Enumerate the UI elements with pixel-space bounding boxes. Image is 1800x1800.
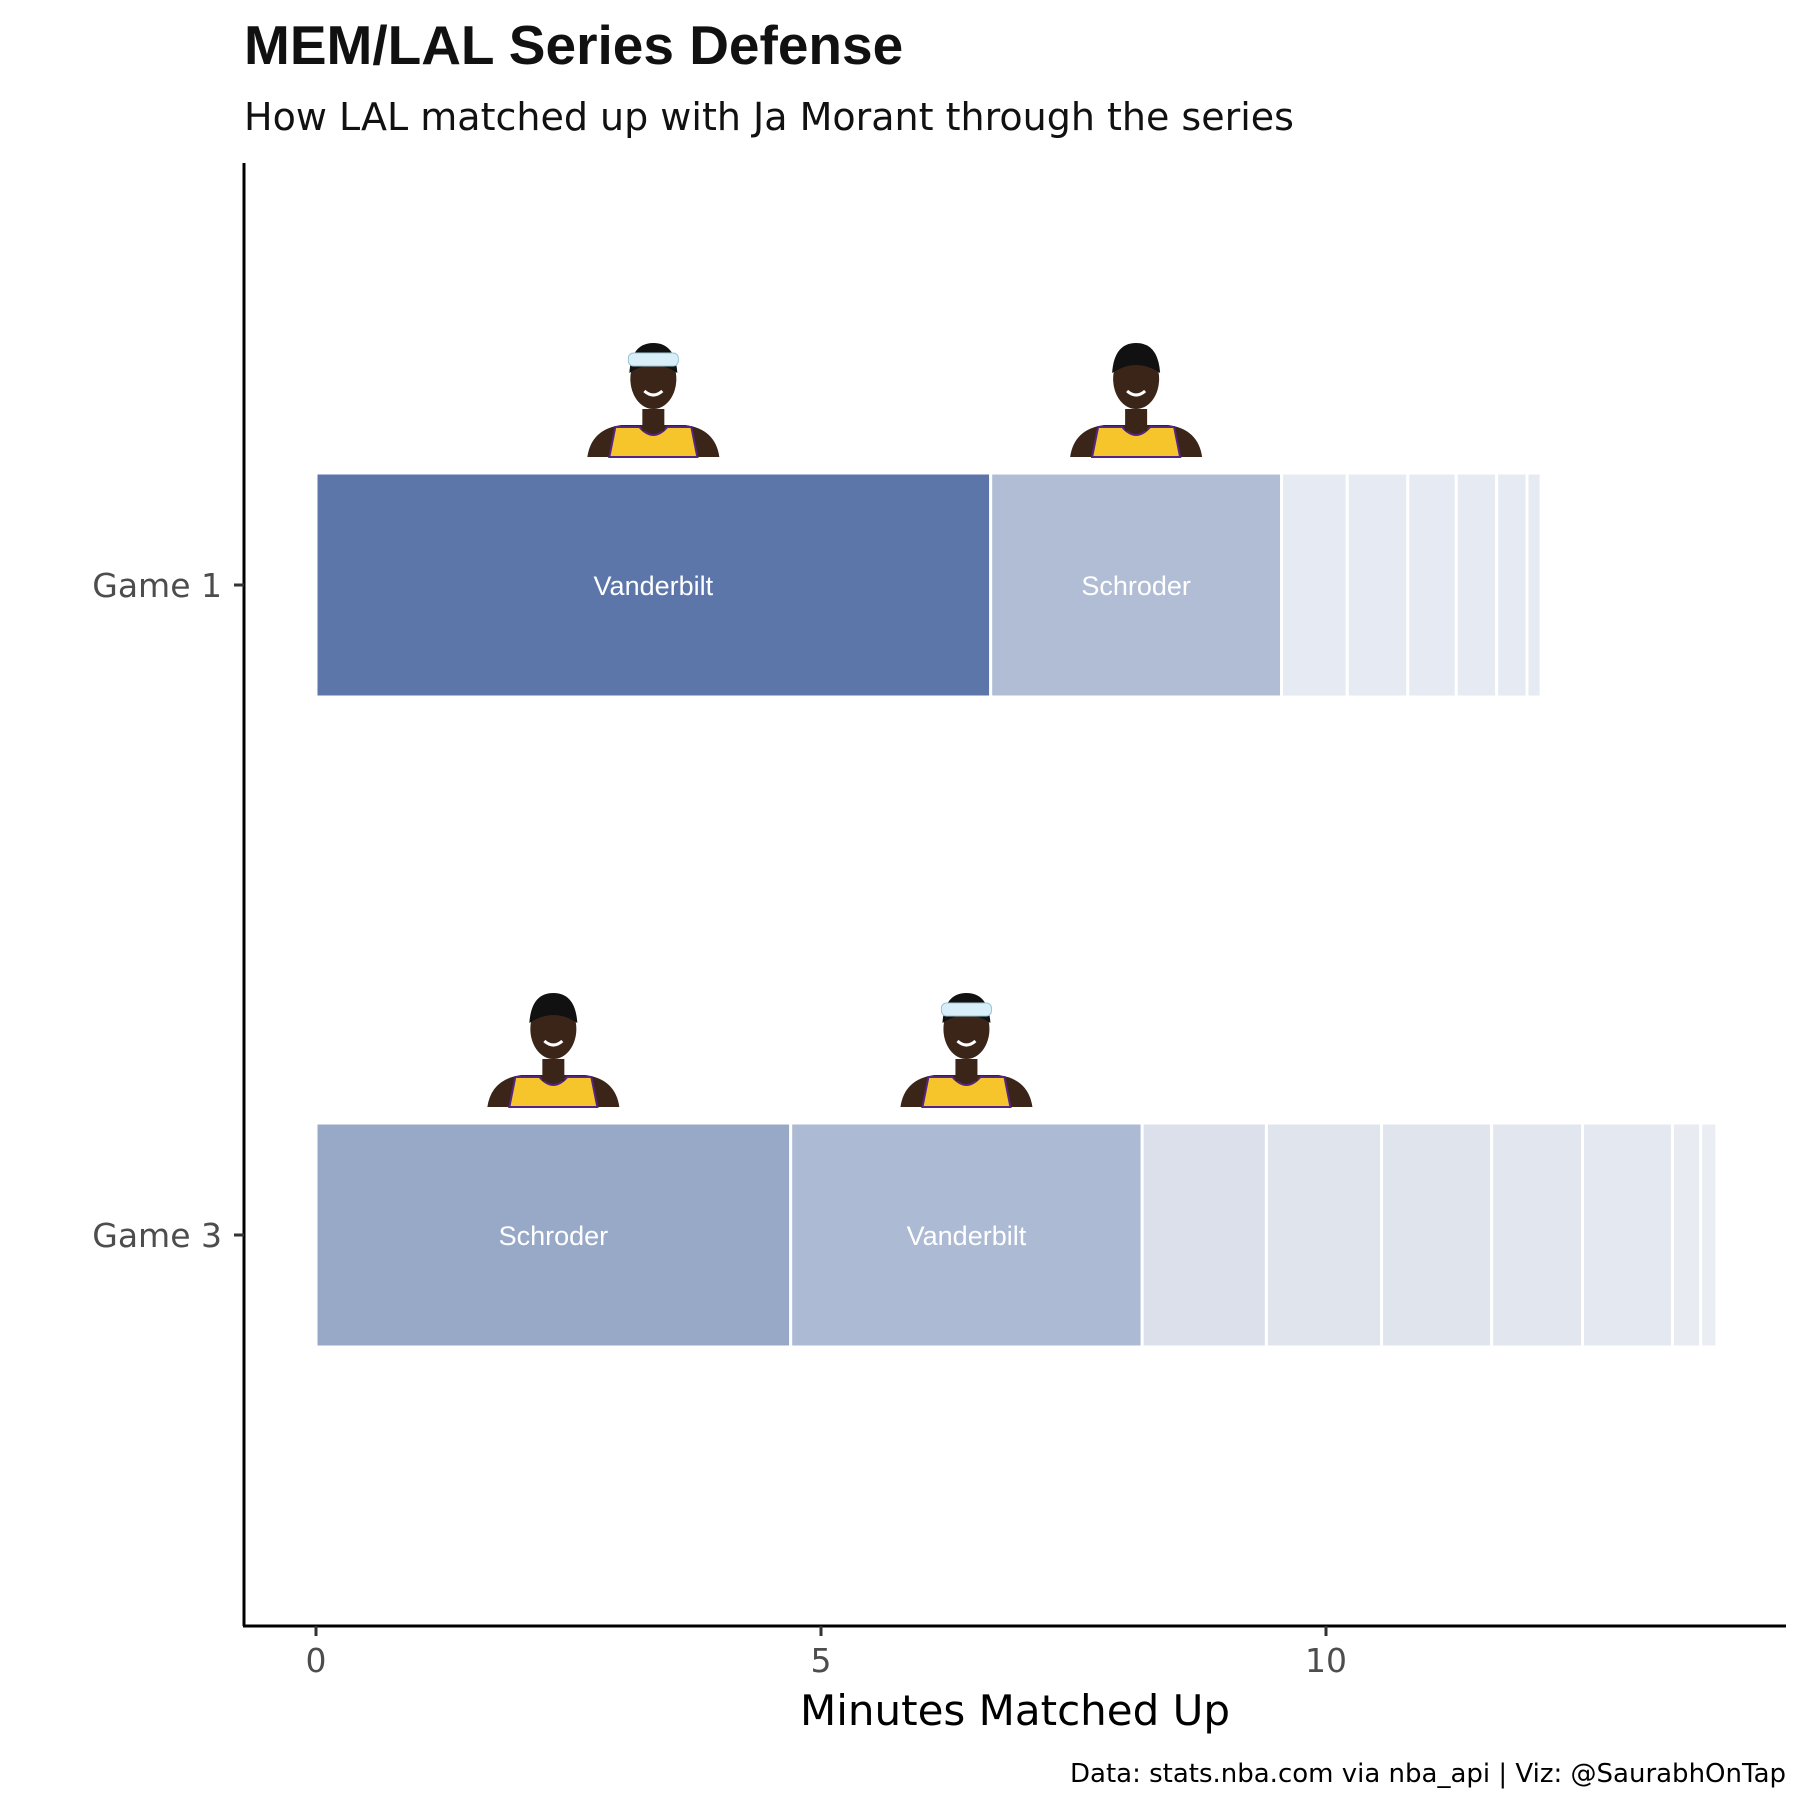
- bar-label: Schroder: [499, 1221, 609, 1251]
- x-axis: 0 5 10: [306, 1626, 1347, 1680]
- bar-group-game-3: Schroder Vanderbilt: [314, 1121, 1719, 1349]
- x-tick-label: 0: [306, 1641, 327, 1680]
- bar-segment: [1581, 1121, 1674, 1349]
- player-smile: [1126, 389, 1147, 397]
- bar-segment: [1280, 471, 1349, 699]
- player-smile: [956, 1039, 977, 1047]
- bar-segment: [1490, 1121, 1585, 1349]
- bar-segment: [314, 471, 993, 699]
- bar-segment: [1380, 1121, 1494, 1349]
- bar-label: Schroder: [1081, 571, 1191, 601]
- y-axis: Game 1 Game 3: [92, 566, 244, 1255]
- x-axis-title: Minutes Matched Up: [800, 1686, 1230, 1735]
- y-tick-label: Game 1: [92, 566, 222, 605]
- player-images: [487, 343, 1203, 1108]
- bar-label: Vanderbilt: [907, 1221, 1027, 1251]
- bars-layer: Vanderbilt Schroder Schroder Vanderbilt: [314, 471, 1719, 1349]
- player-headband: [940, 1002, 992, 1017]
- player-neck: [955, 1059, 978, 1081]
- player-headband: [627, 352, 679, 367]
- y-tick-label: Game 3: [92, 1216, 222, 1255]
- caption: Data: stats.nba.com via nba_api | Viz: @…: [1070, 1759, 1786, 1789]
- bar-segment: [1406, 471, 1458, 699]
- x-tick-label: 10: [1305, 1641, 1347, 1680]
- player-jersey: [921, 1076, 1012, 1108]
- player-headshot: [1070, 343, 1203, 458]
- player-headshot: [587, 343, 720, 458]
- bar-segment: [1670, 1121, 1703, 1349]
- player-hair: [1112, 343, 1161, 373]
- player-neck: [1125, 409, 1148, 431]
- bar-segment: [314, 1121, 793, 1349]
- x-tick-label: 5: [811, 1641, 832, 1680]
- player-jersey: [608, 426, 699, 458]
- player-neck: [542, 1059, 565, 1081]
- bar-segment: [1699, 1121, 1719, 1349]
- bar-segment: [989, 471, 1284, 699]
- player-smile: [643, 389, 664, 397]
- player-headshot: [487, 993, 620, 1108]
- bar-group-game-1: Vanderbilt Schroder: [314, 471, 1543, 699]
- bar-segment: [1140, 1121, 1268, 1349]
- bar-segment: [1264, 1121, 1384, 1349]
- player-headshot: [900, 993, 1033, 1108]
- bar-segment: [1345, 471, 1410, 699]
- chart-subtitle: How LAL matched up with Ja Morant throug…: [244, 95, 1294, 139]
- player-jersey: [508, 1076, 599, 1108]
- player-neck: [642, 409, 665, 431]
- bar-segment: [1454, 471, 1499, 699]
- player-hair: [529, 993, 578, 1023]
- player-smile: [543, 1039, 564, 1047]
- player-jersey: [1090, 426, 1182, 458]
- chart-title: MEM/LAL Series Defense: [244, 14, 903, 76]
- bar-segment: [789, 1121, 1144, 1349]
- bar-label: Vanderbilt: [594, 571, 714, 601]
- bar-segment: [1495, 471, 1529, 699]
- bar-segment: [1525, 471, 1543, 699]
